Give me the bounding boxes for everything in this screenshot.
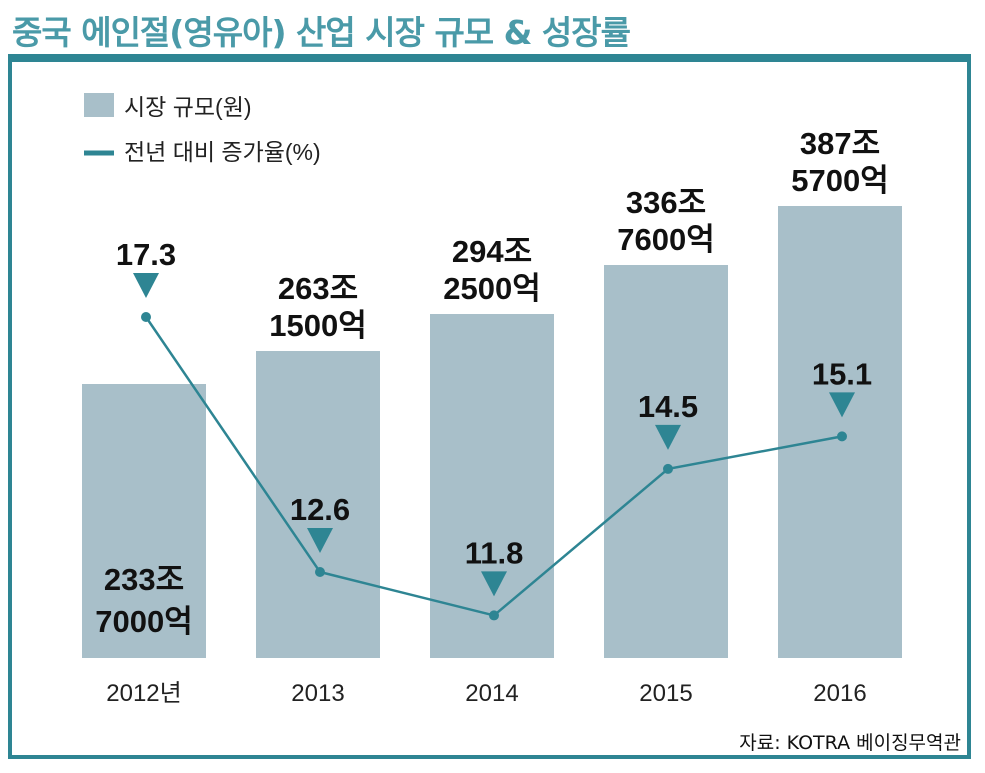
line-point bbox=[837, 431, 847, 442]
chart-title: 중국 에인절(영유아) 산업 시장 규모 & 성장률 bbox=[12, 13, 631, 52]
x-tick-label: 2012년 bbox=[106, 680, 181, 707]
source-note: 자료: KOTRA 베이징무역관 bbox=[739, 732, 961, 754]
bar-value-label: 336조 bbox=[626, 185, 706, 220]
bar-value-label: 2500억 bbox=[443, 271, 540, 306]
bar-value-label: 1500억 bbox=[269, 308, 366, 343]
point-marker-triangle bbox=[307, 528, 333, 554]
line-point bbox=[663, 463, 673, 474]
bar bbox=[82, 384, 206, 658]
bar bbox=[256, 351, 380, 658]
x-tick-label: 2016 bbox=[813, 680, 866, 707]
point-marker-triangle bbox=[655, 424, 681, 450]
legend-bar-swatch bbox=[84, 93, 114, 117]
line-value-label: 11.8 bbox=[465, 535, 524, 570]
line-value-label: 17.3 bbox=[116, 237, 176, 272]
bar-value-label: 294조 bbox=[452, 234, 532, 269]
bar-value-label: 387조 bbox=[800, 126, 880, 161]
legend-label-bar: 시장 규모(원) bbox=[124, 94, 252, 120]
chart-frame bbox=[8, 54, 971, 759]
point-marker-triangle bbox=[133, 273, 159, 298]
bar-value-label: 263조 bbox=[278, 271, 358, 306]
bar-value-label: 7000억 bbox=[95, 604, 192, 639]
line-value-label: 14.5 bbox=[638, 389, 698, 424]
point-marker-triangle bbox=[481, 571, 507, 597]
bar-value-label: 233조 bbox=[104, 562, 184, 597]
line-value-label: 12.6 bbox=[290, 492, 350, 527]
line-point bbox=[489, 610, 499, 621]
line-value-label: 15.1 bbox=[812, 356, 872, 391]
line-point bbox=[315, 567, 325, 578]
x-tick-label: 2013 bbox=[291, 680, 344, 707]
x-tick-label: 2014 bbox=[465, 680, 518, 707]
x-axis: 2012년 2013 2014 2015 2016 bbox=[106, 680, 866, 707]
legend: 시장 규모(원) 전년 대비 증가율(%) bbox=[84, 93, 321, 165]
point-marker-triangle bbox=[829, 392, 855, 418]
x-tick-label: 2015 bbox=[639, 680, 692, 707]
legend-label-line: 전년 대비 증가율(%) bbox=[124, 139, 321, 165]
bar-value-label: 5700억 bbox=[791, 163, 888, 198]
line-series: 17.3 12.6 11.8 14.5 15.1 bbox=[116, 237, 872, 621]
line-point bbox=[141, 312, 151, 322]
bar-value-label: 7600억 bbox=[617, 222, 714, 257]
bar bbox=[430, 314, 554, 658]
